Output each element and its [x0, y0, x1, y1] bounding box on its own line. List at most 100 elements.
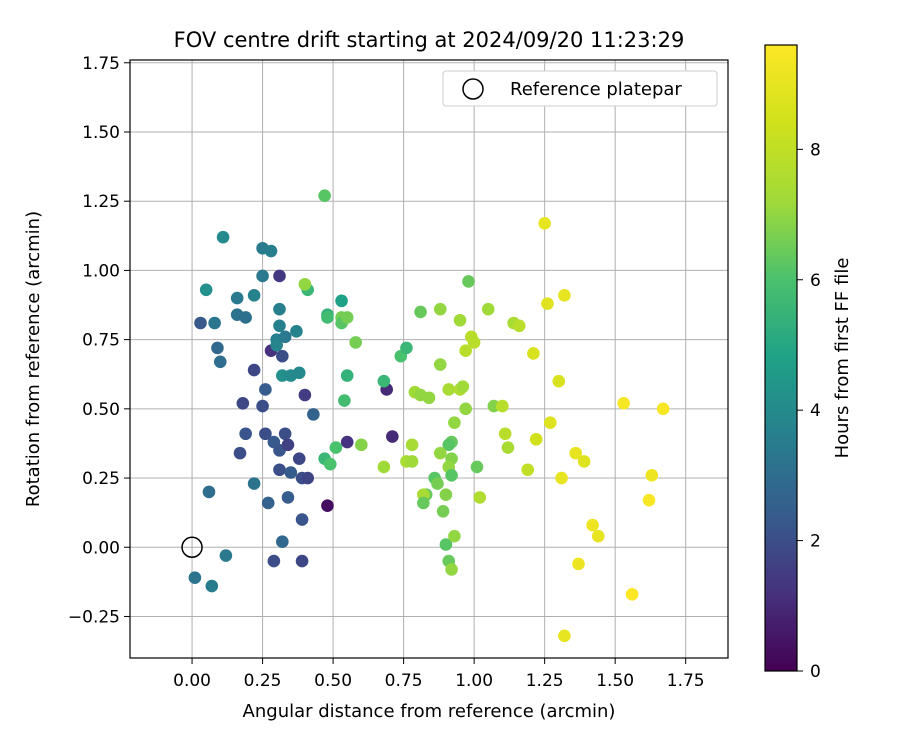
data-point [236, 396, 250, 410]
data-point [208, 316, 221, 330]
data-point [386, 430, 399, 443]
y-tick-label: 0.25 [82, 469, 120, 489]
y-tick-label: 1.25 [82, 192, 120, 212]
data-point [586, 518, 599, 532]
data-point [470, 460, 484, 474]
data-point [445, 468, 458, 482]
colorbar-tick-label: 6 [810, 271, 821, 291]
data-point [456, 380, 470, 393]
colorbar-tick-label: 8 [810, 140, 821, 160]
data-point [292, 366, 306, 380]
x-tick-label: 0.25 [244, 671, 282, 691]
data-point [213, 355, 227, 369]
data-point [259, 427, 272, 441]
data-point [377, 460, 391, 474]
data-point [239, 427, 252, 441]
data-point [256, 399, 269, 413]
data-point [276, 535, 289, 549]
data-point [436, 504, 450, 518]
data-point [448, 529, 461, 543]
y-axis-label: Rotation from reference (arcmin) [23, 211, 44, 507]
data-point [572, 557, 585, 571]
y-tick-label: 0.75 [82, 331, 120, 351]
data-point [433, 358, 447, 371]
data-point [521, 463, 535, 477]
data-point [543, 416, 557, 429]
data-point [273, 269, 286, 283]
data-point [462, 275, 475, 288]
data-point [323, 457, 337, 471]
x-tick-label: 1.50 [596, 671, 634, 691]
colorbar-gradient [764, 44, 798, 672]
data-point [329, 441, 343, 454]
data-point [278, 330, 292, 344]
data-point [453, 313, 467, 327]
colorbar-label: Hours from first FF file [832, 258, 853, 459]
y-tick-label: 1.50 [82, 123, 120, 143]
y-tick-label: 1.00 [82, 261, 120, 281]
data-point [340, 435, 354, 449]
data-point [645, 468, 659, 482]
data-point [301, 471, 315, 485]
data-point [405, 455, 419, 468]
data-point [529, 432, 543, 446]
data-point [459, 402, 472, 416]
data-point [355, 438, 368, 452]
data-point [625, 588, 639, 601]
data-point [552, 374, 566, 388]
x-tick-label: 1.25 [526, 671, 564, 691]
data-point [298, 388, 312, 402]
data-point [414, 305, 427, 319]
data-point [292, 452, 306, 465]
data-point [558, 629, 571, 643]
data-point [569, 446, 582, 460]
data-point [267, 554, 281, 568]
data-point [261, 496, 275, 510]
data-point [538, 217, 551, 230]
data-point [467, 336, 481, 349]
data-point [340, 369, 354, 382]
colorbar-tick-label: 0 [810, 662, 821, 682]
data-point [259, 383, 272, 396]
data-point [448, 416, 461, 429]
data-point [433, 302, 447, 316]
data-point [349, 336, 362, 349]
y-axis: −0.25 0.00 0.25 0.50 0.75 1.00 1.25 1.50 1.75 [68, 54, 130, 627]
data-point [433, 446, 447, 460]
data-point [247, 363, 261, 377]
colorbar-ticks: 0 2 4 6 8 [797, 140, 821, 682]
data-point [219, 549, 233, 562]
data-point [211, 341, 224, 355]
reference-platepar-marker [181, 536, 203, 559]
data-point [439, 488, 453, 501]
data-point [281, 438, 295, 452]
data-point [295, 554, 309, 568]
data-point [442, 383, 456, 396]
y-tick-label: −0.25 [68, 607, 120, 627]
data-point [270, 338, 283, 352]
data-point [264, 244, 278, 258]
data-point [281, 491, 295, 504]
data-point [256, 269, 269, 283]
data-point [321, 499, 334, 513]
x-tick-label: 0.50 [314, 671, 352, 691]
data-point [442, 438, 456, 452]
x-tick-label: 1.75 [667, 671, 705, 691]
data-point [558, 289, 571, 302]
data-point [247, 289, 261, 302]
y-tick-label: 0.50 [82, 400, 120, 420]
data-point [284, 466, 298, 479]
colorbar: 0 2 4 6 8 Hours from first FF file [764, 44, 853, 682]
x-tick-label: 1.00 [455, 671, 493, 691]
data-point [591, 529, 605, 543]
data-point [417, 496, 430, 510]
data-point [321, 311, 334, 324]
data-points [188, 189, 670, 643]
data-point [233, 446, 247, 460]
data-point [512, 319, 526, 333]
data-point [230, 291, 244, 305]
data-point [199, 283, 213, 297]
data-point [205, 579, 219, 593]
data-point [501, 441, 515, 454]
data-point [527, 347, 540, 360]
